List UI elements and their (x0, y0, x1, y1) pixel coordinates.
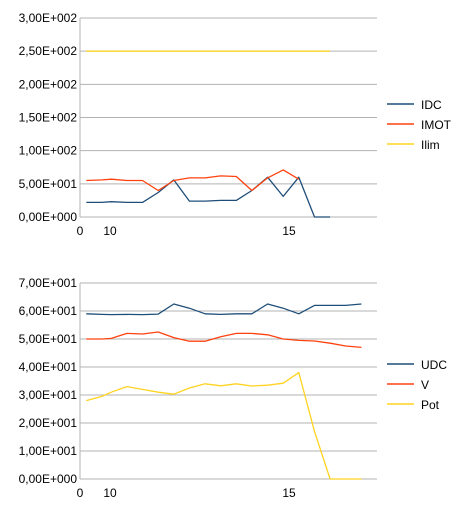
legend-label-ilim: Ilim (421, 138, 440, 152)
x-tick-label: 0 (77, 224, 84, 238)
x-tick-label: 10 (103, 486, 117, 500)
x-tick-label: 10 (103, 224, 117, 238)
y-tick-label: 2,50E+002 (19, 44, 78, 58)
chart-2: 0,00E+000 1,00E+001 2,00E+001 3,00E+001 4,00… (19, 276, 448, 500)
legend-label-imot: IMOT (421, 118, 452, 132)
y-tick-label: 2,00E+001 (19, 416, 78, 430)
chart-1: 0,00E+000 5,00E+001 1,00E+002 1,50E+002 2,00… (19, 11, 452, 238)
series-line-imot (86, 169, 300, 192)
y-tick-label: 6,00E+001 (19, 304, 78, 318)
series-line-udc (86, 303, 362, 316)
legend-label-v: V (421, 378, 429, 392)
y-tick-label: 3,00E+002 (19, 11, 78, 25)
series-line-v (86, 331, 362, 349)
y-tick-label: 3,00E+001 (19, 388, 78, 402)
y-tick-label: 5,00E+001 (19, 332, 78, 346)
x-tick-label: 15 (282, 486, 296, 500)
y-tick-label: 2,00E+002 (19, 77, 78, 91)
y-tick-label: 1,00E+002 (19, 144, 78, 158)
y-tick-label: 5,00E+001 (19, 177, 78, 191)
legend-label-pot: Pot (421, 398, 440, 412)
series-line-idc (86, 176, 331, 218)
y-tick-label: 1,00E+001 (19, 444, 78, 458)
x-tick-label: 0 (77, 486, 84, 500)
series-line-pot (86, 371, 362, 480)
y-tick-label: 0,00E+000 (19, 210, 78, 224)
legend-label-idc: IDC (421, 98, 442, 112)
x-tick-label: 15 (282, 224, 296, 238)
legend-label-udc: UDC (421, 358, 447, 372)
y-tick-label: 0,00E+000 (19, 472, 78, 486)
y-tick-label: 7,00E+001 (19, 276, 78, 290)
y-tick-label: 1,50E+002 (19, 111, 78, 125)
y-tick-label: 4,00E+001 (19, 360, 78, 374)
